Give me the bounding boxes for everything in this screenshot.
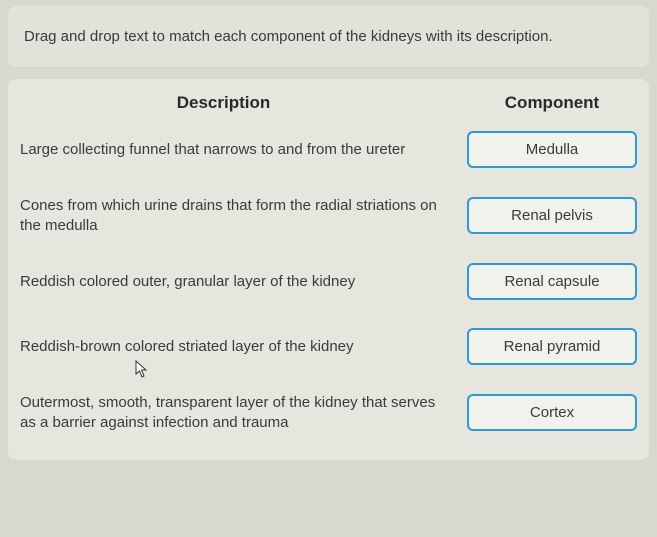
match-row: Reddish colored outer, granular layer of…: [20, 255, 637, 320]
description-text: Reddish-brown colored striated layer of …: [20, 337, 467, 357]
description-text: Reddish colored outer, granular layer of…: [20, 272, 467, 292]
description-header: Description: [20, 93, 467, 113]
match-row: Outermost, smooth, transparent layer of …: [20, 385, 637, 452]
drop-zone[interactable]: Medulla: [467, 131, 637, 168]
description-text: Large collecting funnel that narrows to …: [20, 140, 467, 160]
component-header: Component: [467, 93, 637, 113]
match-row: Reddish-brown colored striated layer of …: [20, 320, 637, 385]
drop-zone[interactable]: Cortex: [467, 394, 637, 431]
drop-zone[interactable]: Renal pyramid: [467, 328, 637, 365]
drop-zone[interactable]: Renal pelvis: [467, 197, 637, 234]
description-text: Cones from which urine drains that form …: [20, 196, 467, 235]
component-chip[interactable]: Renal pelvis: [467, 197, 637, 234]
match-row: Large collecting funnel that narrows to …: [20, 123, 637, 188]
instruction-text: Drag and drop text to match each compone…: [24, 28, 553, 45]
instruction-panel: Drag and drop text to match each compone…: [8, 6, 649, 67]
component-chip[interactable]: Cortex: [467, 394, 637, 431]
component-chip[interactable]: Renal pyramid: [467, 328, 637, 365]
description-text: Outermost, smooth, transparent layer of …: [20, 393, 467, 432]
matching-panel: Description Component Large collecting f…: [8, 79, 649, 460]
drop-zone[interactable]: Renal capsule: [467, 263, 637, 300]
header-row: Description Component: [20, 93, 637, 113]
match-row: Cones from which urine drains that form …: [20, 188, 637, 255]
component-chip[interactable]: Renal capsule: [467, 263, 637, 300]
component-chip[interactable]: Medulla: [467, 131, 637, 168]
